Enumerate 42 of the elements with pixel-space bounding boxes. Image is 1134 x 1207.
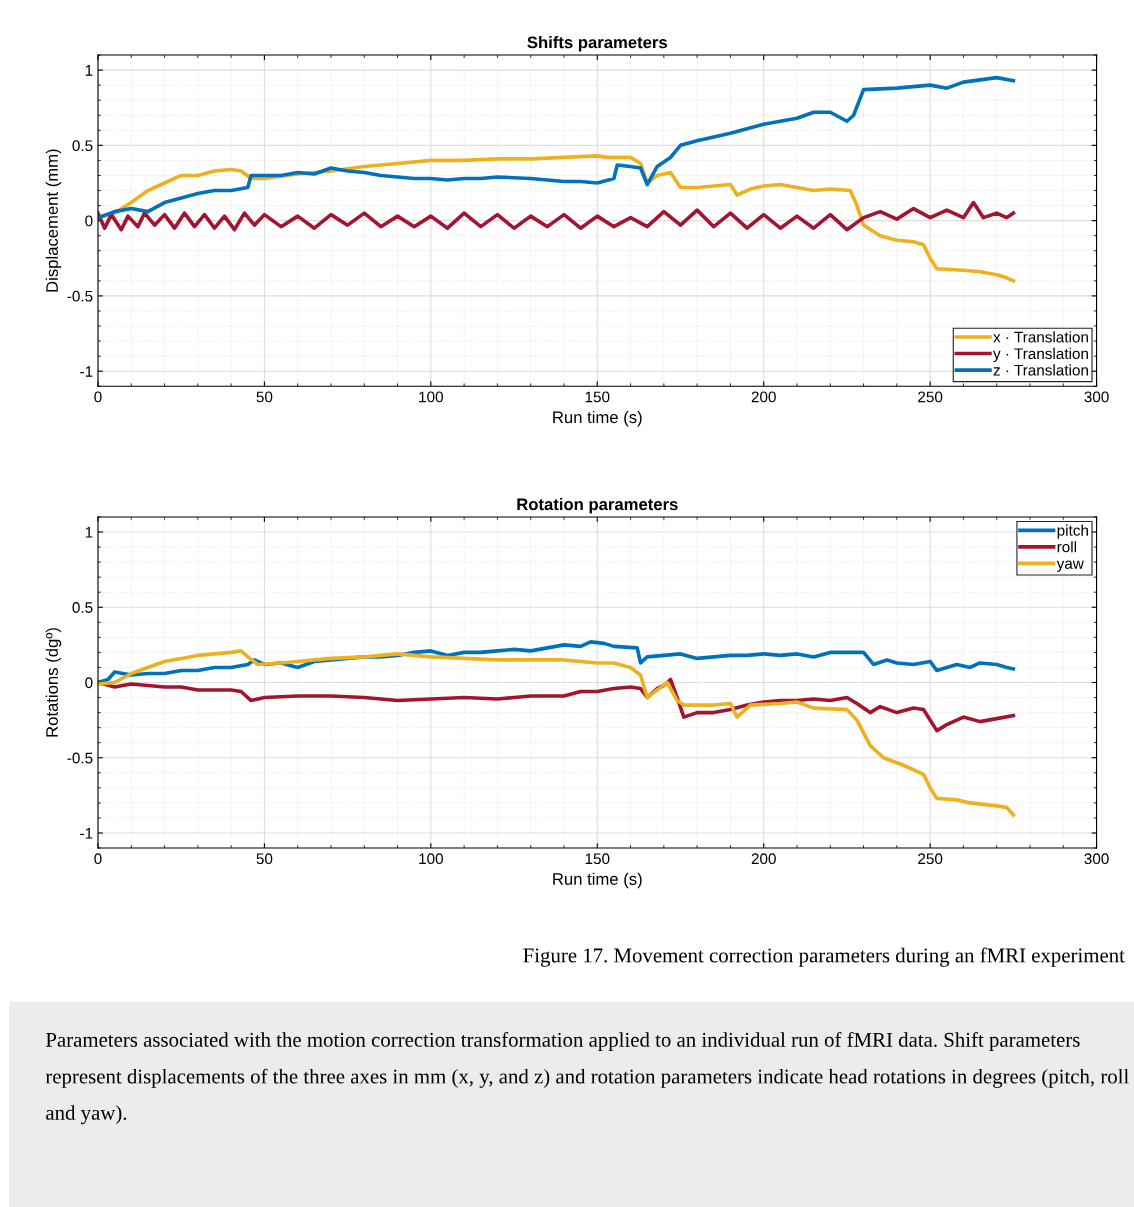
line-series bbox=[97, 649, 1016, 817]
line-series bbox=[97, 677, 1016, 733]
text: Parameters associated with the motion correction transformation applied to an individual run of fMRI data. Shift parameters represent displacements of the three axes in mm (x, y, and z) and rotation parameters indicate head rotations in degrees (pitch, roll and yaw). bbox=[45, 1031, 1129, 1125]
x-tick-label: 200 bbox=[751, 391, 776, 403]
x-tick-label: 100 bbox=[419, 391, 443, 403]
chart-title: Shifts parameters bbox=[527, 36, 667, 52]
x-tick-label: 200 bbox=[751, 853, 776, 865]
x-axis-title: Run time (s) bbox=[553, 410, 642, 427]
y-tick-label: -0.5 bbox=[67, 290, 93, 302]
y-axis-title: Displacement (mm) bbox=[45, 149, 62, 292]
y-tick-label: -1 bbox=[80, 366, 93, 377]
y-tick-label: -0.5 bbox=[67, 752, 93, 764]
line-series bbox=[97, 200, 1016, 232]
legend-label: x · Translation bbox=[993, 331, 1088, 343]
y-tick-label: 0 bbox=[85, 215, 93, 227]
caption: Figure 17. Movement correction parameters during an fMRI experiment bbox=[523, 947, 1125, 967]
x-tick-label: 300 bbox=[1084, 853, 1109, 865]
legend-label: y · Translation bbox=[993, 347, 1088, 363]
x-tick-label: 250 bbox=[918, 853, 943, 865]
legend-label: pitch bbox=[1057, 524, 1088, 539]
x-tick-label: 0 bbox=[94, 853, 102, 865]
x-axis-title: Run time (s) bbox=[553, 872, 642, 889]
legend-label: yaw bbox=[1056, 560, 1084, 572]
legend-label: z · Translation bbox=[993, 364, 1088, 376]
y-tick-label: 0.5 bbox=[72, 140, 93, 152]
line-series bbox=[97, 75, 1016, 220]
x-tick-label: 250 bbox=[918, 391, 943, 403]
x-tick-label: 300 bbox=[1084, 391, 1109, 403]
legend-label: roll bbox=[1057, 541, 1077, 553]
y-axis-title: Rotations (dgº) bbox=[45, 628, 62, 737]
x-tick-label: 50 bbox=[256, 391, 273, 403]
chart-title: Rotation parameters bbox=[517, 497, 678, 514]
x-tick-label: 150 bbox=[585, 391, 610, 403]
x-tick-label: 50 bbox=[256, 853, 273, 865]
y-tick-label: 0 bbox=[85, 677, 93, 689]
y-tick-label: 0.5 bbox=[72, 602, 93, 613]
y-tick-label: 1 bbox=[85, 527, 93, 538]
y-tick-label: 1 bbox=[85, 65, 93, 76]
x-tick-label: 150 bbox=[585, 853, 610, 865]
x-tick-label: 100 bbox=[419, 853, 443, 865]
y-tick-label: -1 bbox=[80, 828, 93, 839]
x-tick-label: 0 bbox=[94, 391, 102, 403]
